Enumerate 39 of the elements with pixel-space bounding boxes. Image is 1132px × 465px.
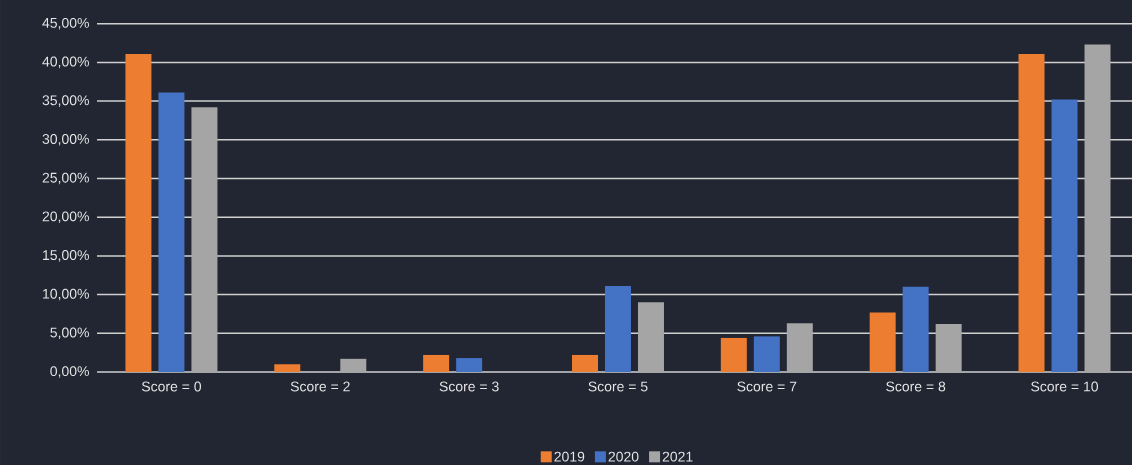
bar: [720, 337, 747, 372]
y-tick-label: 10,00%: [43, 288, 89, 301]
bar: [869, 312, 896, 372]
bar: [1051, 99, 1078, 372]
bar: [637, 302, 664, 372]
y-tick-label: 35,00%: [42, 95, 89, 107]
x-tick-label: Score = 3: [439, 381, 499, 392]
y-tick-label: 20,00%: [42, 211, 89, 223]
bar: [423, 354, 450, 372]
bar: [786, 323, 813, 372]
bar: [1018, 53, 1045, 372]
y-tick-label: 40,00%: [42, 56, 89, 69]
bar: [158, 92, 185, 372]
x-tick-label: Score = 2: [290, 381, 350, 392]
bar: [935, 324, 962, 372]
bar: [902, 286, 929, 372]
bar: [571, 354, 598, 372]
bar: [125, 53, 152, 372]
y-tick-label: 5,00%: [50, 327, 89, 340]
bar: [191, 107, 218, 372]
bar: [340, 358, 367, 372]
y-tick-label: 25,00%: [42, 172, 89, 185]
x-tick-label: Score = 5: [588, 381, 648, 392]
bar: [753, 336, 780, 372]
y-tick-label: 45,00%: [42, 17, 89, 30]
y-tick-label: 15,00%: [43, 250, 89, 262]
x-tick-label: Score = 10: [1031, 381, 1099, 392]
legend-label: 2020: [608, 451, 639, 462]
y-tick-label: 0,00%: [50, 366, 89, 378]
bar: [604, 286, 631, 372]
x-tick-label: Score = 8: [886, 381, 946, 392]
bar: [1084, 44, 1111, 372]
x-tick-label: Score = 7: [737, 381, 797, 392]
bar: [274, 364, 301, 372]
legend-label: 2019: [554, 451, 585, 462]
bar: [456, 358, 483, 372]
legend-label: 2021: [662, 451, 693, 462]
y-tick-label: 30,00%: [42, 134, 89, 146]
x-tick-label: Score = 0: [141, 381, 202, 392]
